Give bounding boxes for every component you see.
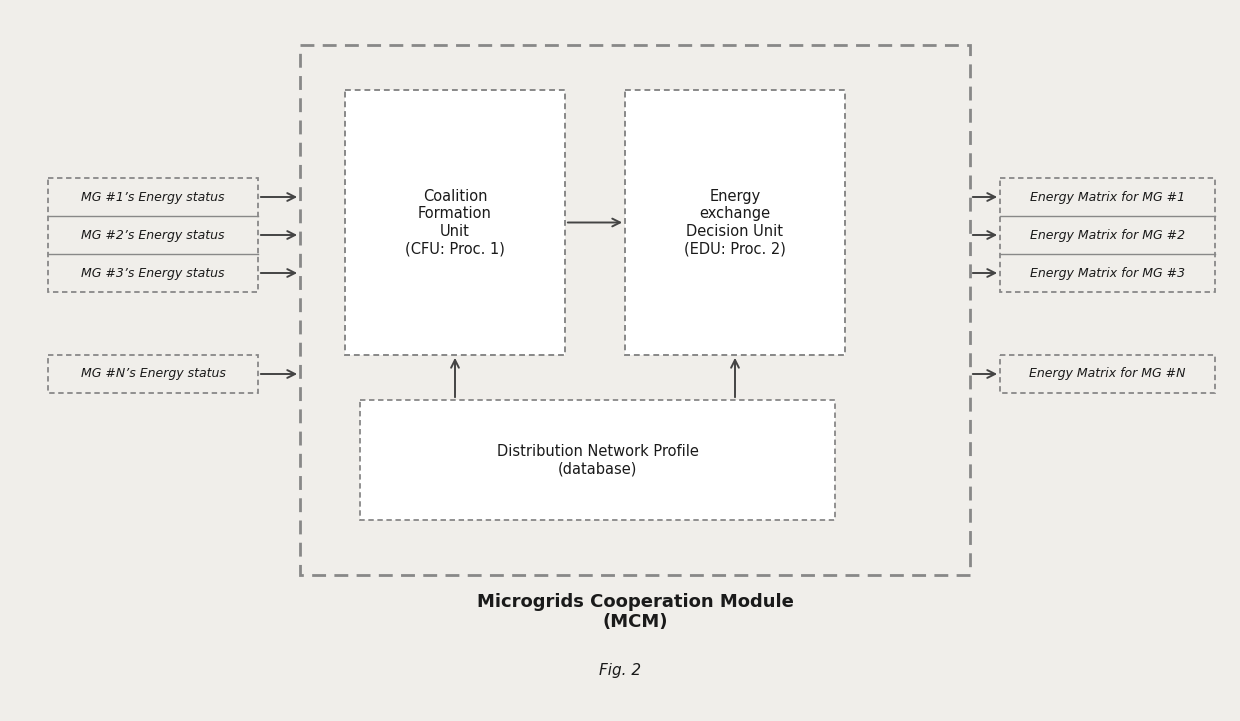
FancyBboxPatch shape [625,90,844,355]
Text: Energy Matrix for MG #1: Energy Matrix for MG #1 [1030,190,1185,203]
Text: Microgrids Cooperation Module: Microgrids Cooperation Module [476,593,794,611]
Text: MG #1’s Energy status: MG #1’s Energy status [82,190,224,203]
FancyBboxPatch shape [345,90,565,355]
Text: Energy Matrix for MG #N: Energy Matrix for MG #N [1029,368,1185,381]
Text: Energy
exchange
Decision Unit
(EDU: Proc. 2): Energy exchange Decision Unit (EDU: Proc… [684,189,786,256]
Text: Coalition
Formation
Unit
(CFU: Proc. 1): Coalition Formation Unit (CFU: Proc. 1) [405,189,505,256]
Text: (MCM): (MCM) [603,613,668,631]
Text: MG #3’s Energy status: MG #3’s Energy status [82,267,224,280]
Text: Energy Matrix for MG #2: Energy Matrix for MG #2 [1030,229,1185,242]
FancyBboxPatch shape [360,400,835,520]
Text: Energy Matrix for MG #3: Energy Matrix for MG #3 [1030,267,1185,280]
Text: Distribution Network Profile
(database): Distribution Network Profile (database) [496,444,698,476]
Text: MG #N’s Energy status: MG #N’s Energy status [81,368,226,381]
Text: MG #2’s Energy status: MG #2’s Energy status [82,229,224,242]
Text: Fig. 2: Fig. 2 [599,663,641,678]
